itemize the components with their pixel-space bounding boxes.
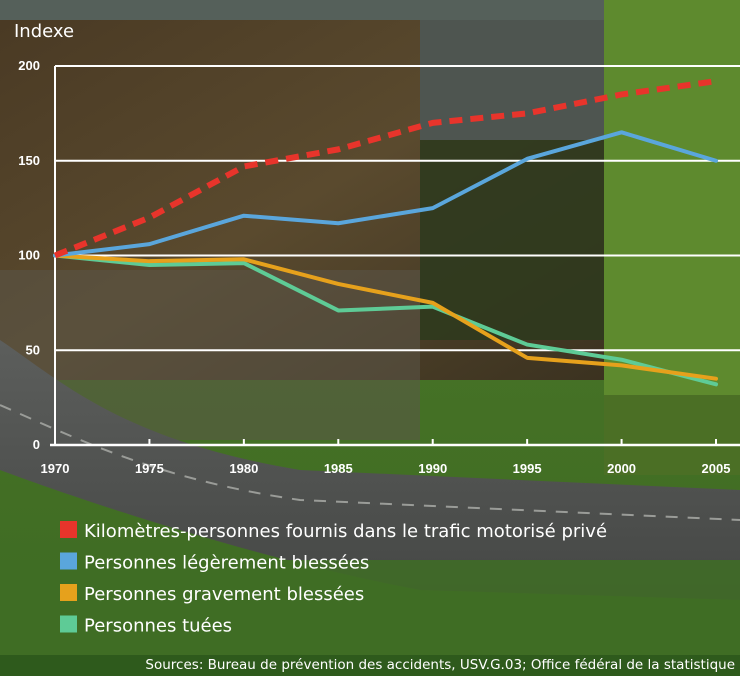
- chart-legend: Kilomètres-personnes fournis dans le tra…: [60, 521, 607, 637]
- series-line-4: [53, 253, 718, 387]
- x-tick-label: 1975: [135, 461, 164, 476]
- x-tick-label: 1995: [513, 461, 542, 476]
- y-tick-label: 150: [18, 153, 40, 168]
- chart-series: [53, 78, 718, 387]
- x-tick-labels: 1970 1975 1980 1985 1990 1995 2000 2005: [41, 461, 731, 476]
- y-axis-label: Indexe: [14, 21, 74, 42]
- series-line-3: [53, 253, 718, 381]
- series-line-1: [53, 78, 717, 259]
- series-line-2: [53, 130, 718, 258]
- y-tick-label: 200: [18, 58, 40, 73]
- legend-label: Personnes légèrement blessées: [84, 553, 369, 574]
- legend-swatch: [60, 552, 77, 570]
- legend-swatch: [60, 584, 77, 601]
- x-tick-label: 2000: [607, 461, 636, 476]
- legend-swatch: [60, 615, 77, 633]
- legend-label: Kilomètres-personnes fournis dans le tra…: [84, 521, 607, 542]
- y-tick-label: 50: [26, 342, 40, 357]
- y-tick-label: 100: [18, 248, 40, 263]
- x-tick-label: 1985: [324, 461, 353, 476]
- x-tick-label: 2005: [702, 461, 731, 476]
- source-note: Sources: Bureau de prévention des accide…: [145, 657, 735, 673]
- x-tick-label: 1980: [229, 461, 258, 476]
- legend-label: Personnes gravement blessées: [84, 584, 364, 605]
- y-tick-label: 0: [33, 437, 40, 452]
- chart-grid: [55, 65, 740, 352]
- legend-label: Personnes tuées: [84, 616, 232, 637]
- y-tick-labels: 0 50 100 150 200: [18, 58, 40, 452]
- legend-swatch: [60, 521, 77, 538]
- x-tick-label: 1990: [418, 461, 447, 476]
- x-tick-label: 1970: [41, 461, 70, 476]
